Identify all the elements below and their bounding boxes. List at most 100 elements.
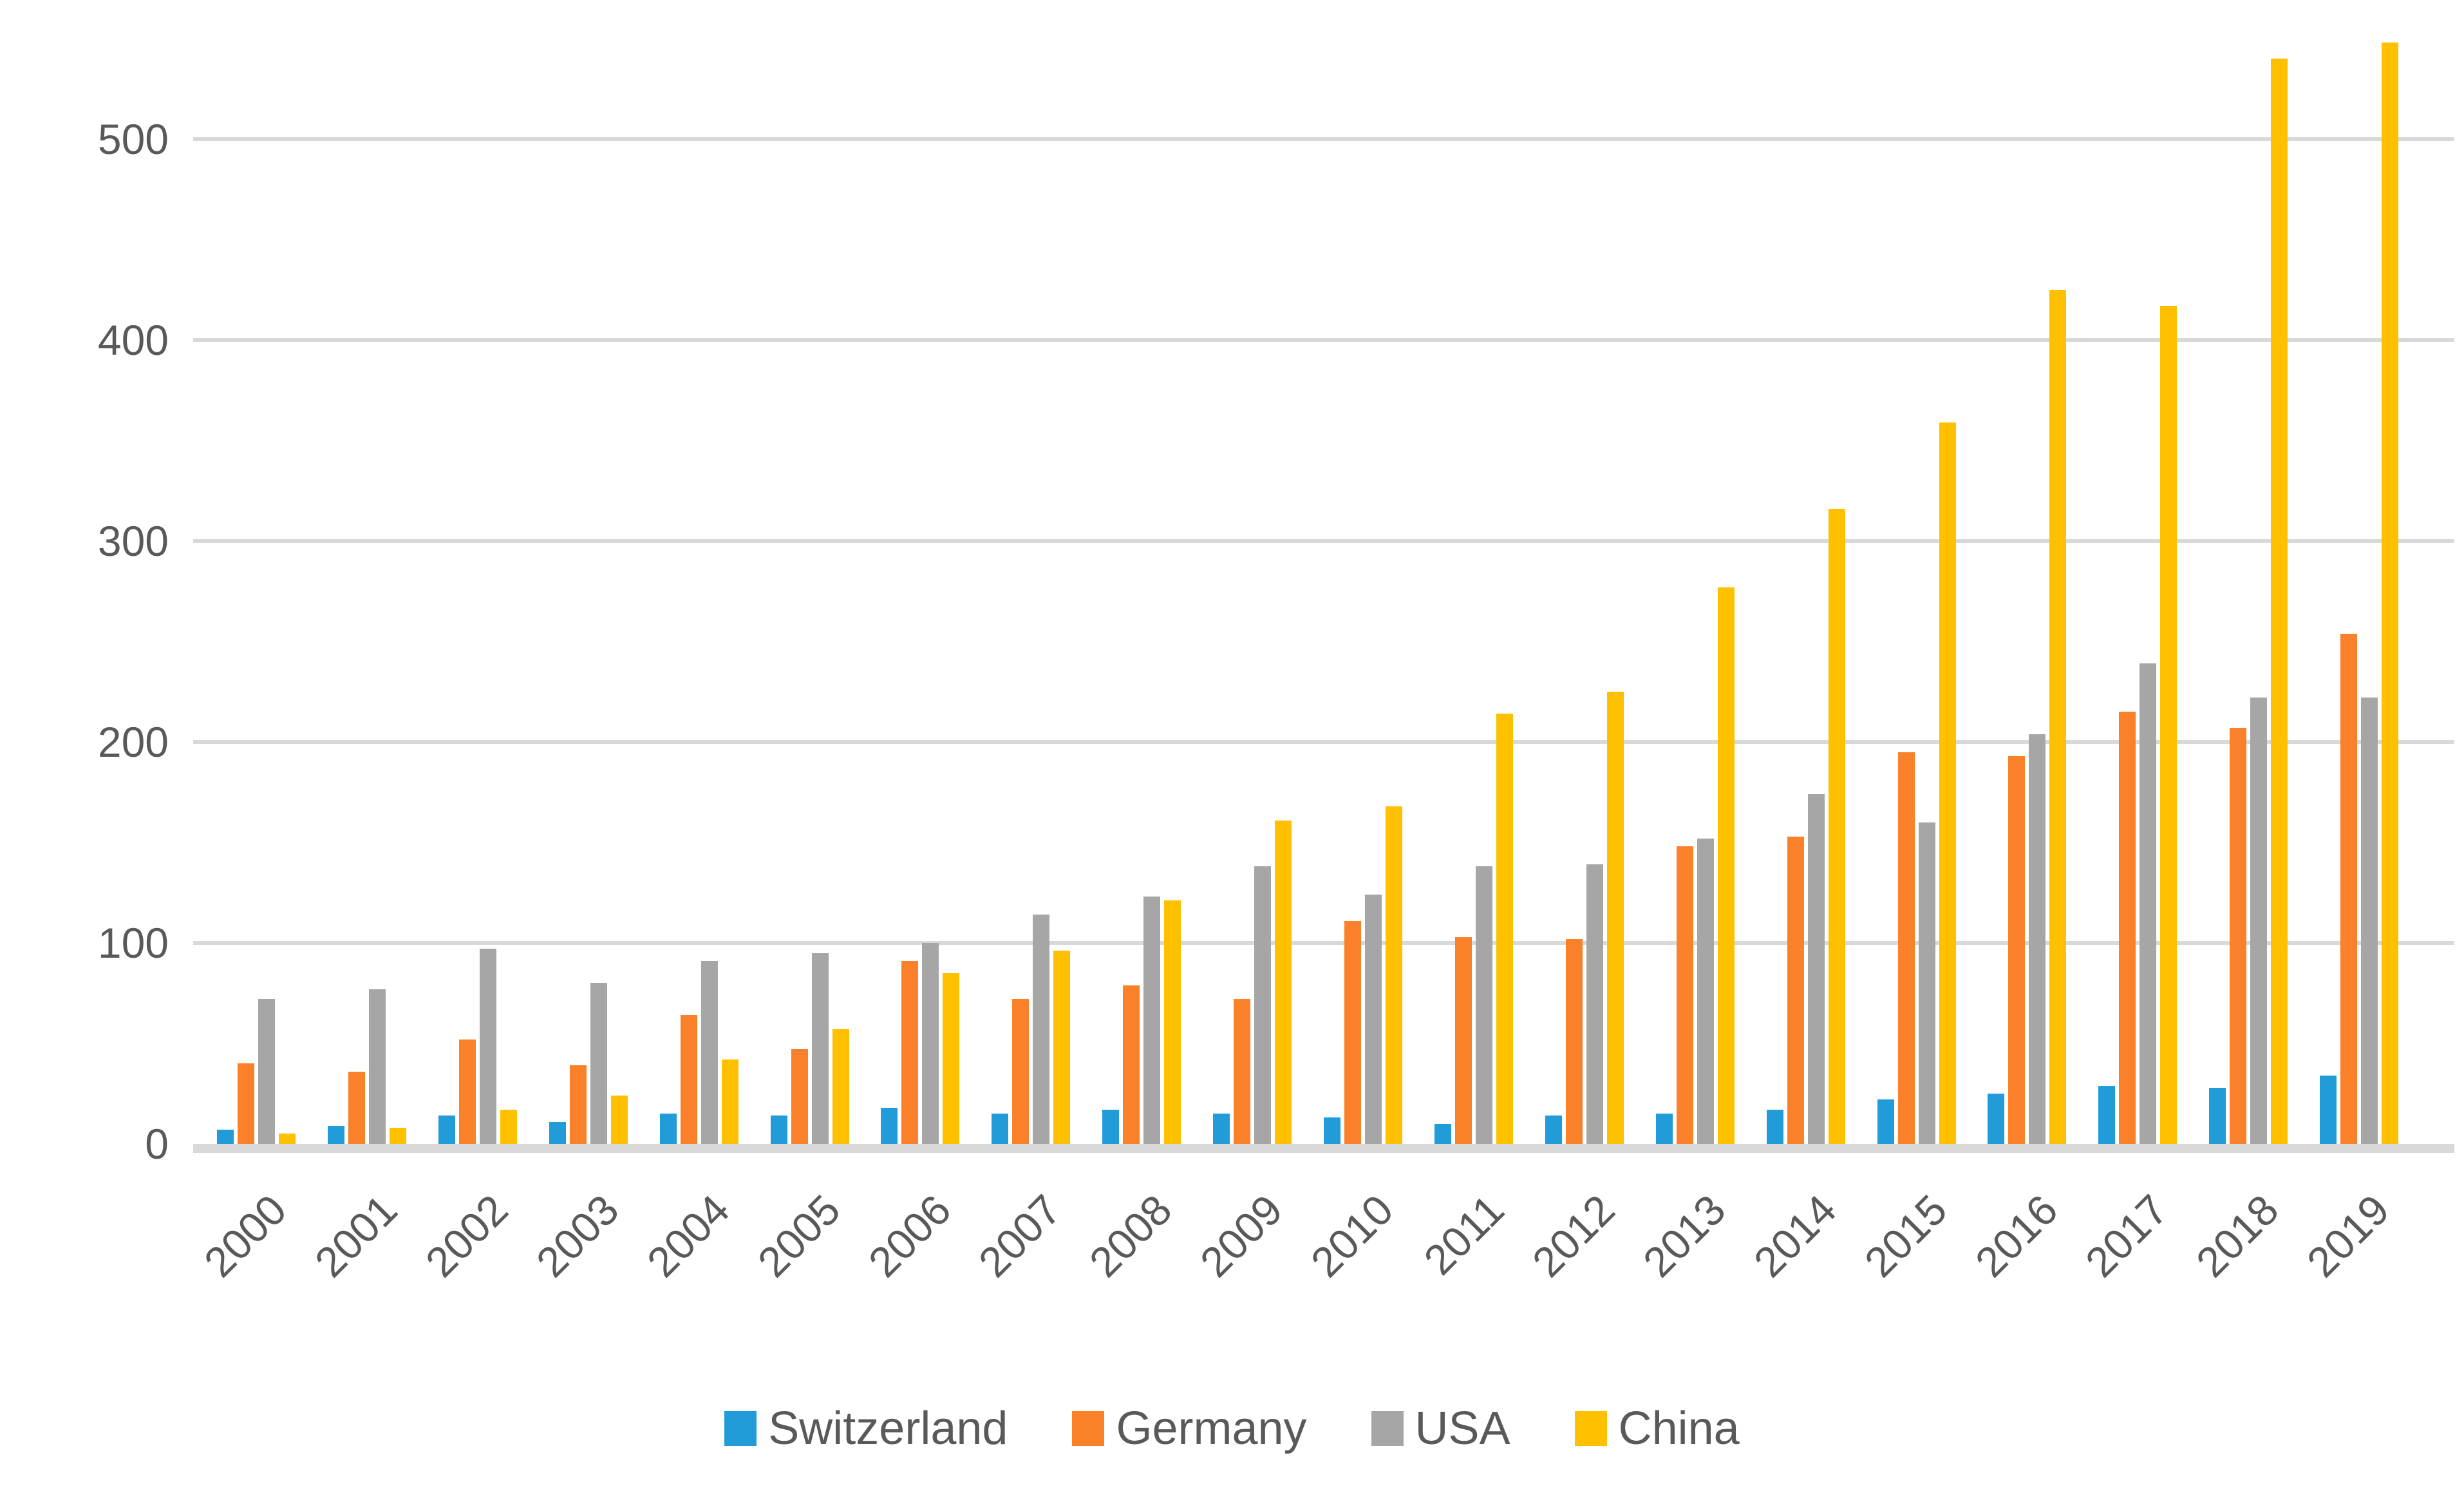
- y-tick-label-100: 100: [97, 919, 169, 967]
- bar-germany-2016: [2008, 756, 2026, 1144]
- gridline-300: [193, 539, 2454, 543]
- bar-china-2008: [1164, 900, 1181, 1144]
- x-tick-label-2019: 2019: [2297, 1185, 2399, 1286]
- x-axis-labels: 2000 2001 2002 2003 2004 2005 2006 2007 2008 2009…: [193, 1167, 2454, 1360]
- bar-switzerland-2017: [2098, 1086, 2116, 1144]
- bar-group-2018: [2209, 39, 2288, 1144]
- bar-china-2018: [2271, 59, 2288, 1144]
- bar-usa-2019: [2361, 698, 2378, 1144]
- bar-usa-2003: [590, 983, 607, 1144]
- bar-group-2005: [770, 39, 849, 1144]
- x-tick-label-2011: 2011: [1415, 1185, 1513, 1284]
- bar-group-2006: [881, 39, 960, 1144]
- x-tick-label-2007: 2007: [970, 1185, 1071, 1286]
- x-tick-label-2012: 2012: [1523, 1185, 1624, 1286]
- plot-area: [193, 39, 2454, 1144]
- x-tick-label-2017: 2017: [2076, 1185, 2177, 1286]
- bar-usa-2012: [1586, 864, 1603, 1144]
- bar-group-2004: [659, 39, 738, 1144]
- bar-usa-2016: [2029, 734, 2046, 1144]
- bar-china-2010: [1386, 806, 1402, 1144]
- bar-china-2000: [279, 1134, 296, 1144]
- bar-switzerland-2015: [1877, 1099, 1894, 1144]
- bar-switzerland-2019: [2320, 1076, 2337, 1144]
- x-tick-label-2013: 2013: [1633, 1185, 1735, 1286]
- legend-label-switzerland: Switzerland: [768, 1403, 1008, 1454]
- bar-germany-2012: [1565, 939, 1583, 1144]
- bar-germany-2015: [1897, 752, 1915, 1144]
- bar-switzerland-2000: [217, 1130, 234, 1144]
- bar-usa-2006: [922, 943, 939, 1144]
- bar-germany-2000: [238, 1063, 254, 1144]
- bar-group-2014: [1766, 39, 1845, 1144]
- bar-germany-2008: [1123, 985, 1140, 1144]
- bar-germany-2019: [2340, 634, 2358, 1144]
- bar-china-2014: [1828, 509, 1845, 1144]
- bar-germany-2009: [1234, 999, 1251, 1144]
- bar-china-2016: [2049, 290, 2067, 1144]
- y-tick-label-200: 200: [97, 718, 169, 766]
- bar-switzerland-2011: [1434, 1124, 1451, 1144]
- legend-swatch-switzerland: [724, 1411, 757, 1446]
- x-tick-label-2005: 2005: [748, 1185, 849, 1286]
- bar-usa-2004: [701, 961, 718, 1144]
- legend-item-china: China: [1574, 1403, 1740, 1454]
- y-tick-label-500: 500: [97, 115, 169, 163]
- y-tick-label-300: 300: [97, 517, 169, 565]
- bar-usa-2009: [1254, 866, 1272, 1144]
- y-tick-label-0: 0: [145, 1120, 169, 1168]
- bar-germany-2014: [1787, 837, 1804, 1144]
- bar-china-2003: [610, 1096, 628, 1144]
- bar-china-2017: [2160, 306, 2177, 1144]
- bar-usa-2001: [368, 989, 386, 1144]
- gridline-100: [193, 941, 2454, 945]
- bar-germany-2005: [791, 1049, 808, 1144]
- gridline-500: [193, 137, 2454, 141]
- bar-switzerland-2014: [1766, 1110, 1783, 1144]
- bar-switzerland-2008: [1102, 1110, 1120, 1144]
- legend-label-china: China: [1618, 1403, 1740, 1454]
- x-axis-line: [193, 1144, 2454, 1153]
- bar-group-2002: [438, 39, 517, 1144]
- bar-germany-2004: [680, 1015, 697, 1144]
- legend-item-usa: USA: [1371, 1403, 1510, 1454]
- bar-group-2015: [1877, 39, 1956, 1144]
- bar-switzerland-2009: [1213, 1114, 1230, 1144]
- y-axis-labels: 0 100 200 300 400 500: [0, 0, 169, 1491]
- bar-germany-2018: [2230, 728, 2247, 1144]
- bar-germany-2010: [1344, 921, 1361, 1144]
- bar-china-2004: [721, 1059, 738, 1144]
- bar-china-2019: [2382, 43, 2399, 1144]
- x-tick-label-2001: 2001: [305, 1185, 406, 1286]
- legend-swatch-china: [1574, 1411, 1607, 1446]
- bar-group-2003: [549, 39, 628, 1144]
- bar-usa-2014: [1807, 794, 1825, 1144]
- bar-switzerland-2018: [2209, 1088, 2226, 1144]
- bar-germany-2003: [569, 1065, 587, 1144]
- bar-switzerland-2003: [549, 1122, 566, 1144]
- bar-china-2007: [1053, 951, 1071, 1144]
- bar-switzerland-2013: [1655, 1114, 1673, 1144]
- bar-usa-2010: [1365, 895, 1382, 1144]
- bar-usa-2015: [1918, 822, 1935, 1144]
- bar-germany-2006: [901, 961, 919, 1144]
- bar-switzerland-2007: [992, 1114, 1009, 1144]
- bar-switzerland-2001: [327, 1126, 344, 1144]
- bar-switzerland-2005: [770, 1116, 787, 1144]
- legend-item-switzerland: Switzerland: [724, 1403, 1008, 1454]
- bar-group-2010: [1324, 39, 1402, 1144]
- legend-label-germany: Germany: [1116, 1403, 1307, 1454]
- bar-china-2002: [500, 1110, 517, 1144]
- x-tick-label-2008: 2008: [1080, 1185, 1181, 1286]
- y-tick-label-400: 400: [97, 316, 169, 364]
- bar-usa-2017: [2140, 663, 2157, 1144]
- legend-swatch-germany: [1072, 1411, 1105, 1446]
- bar-germany-2002: [458, 1040, 476, 1144]
- bar-group-2011: [1434, 39, 1513, 1144]
- bar-switzerland-2010: [1324, 1117, 1340, 1144]
- bar-group-2012: [1545, 39, 1624, 1144]
- bar-switzerland-2012: [1545, 1116, 1562, 1144]
- legend-item-germany: Germany: [1072, 1403, 1307, 1454]
- bar-china-2005: [832, 1029, 849, 1144]
- bar-germany-2017: [2119, 712, 2136, 1144]
